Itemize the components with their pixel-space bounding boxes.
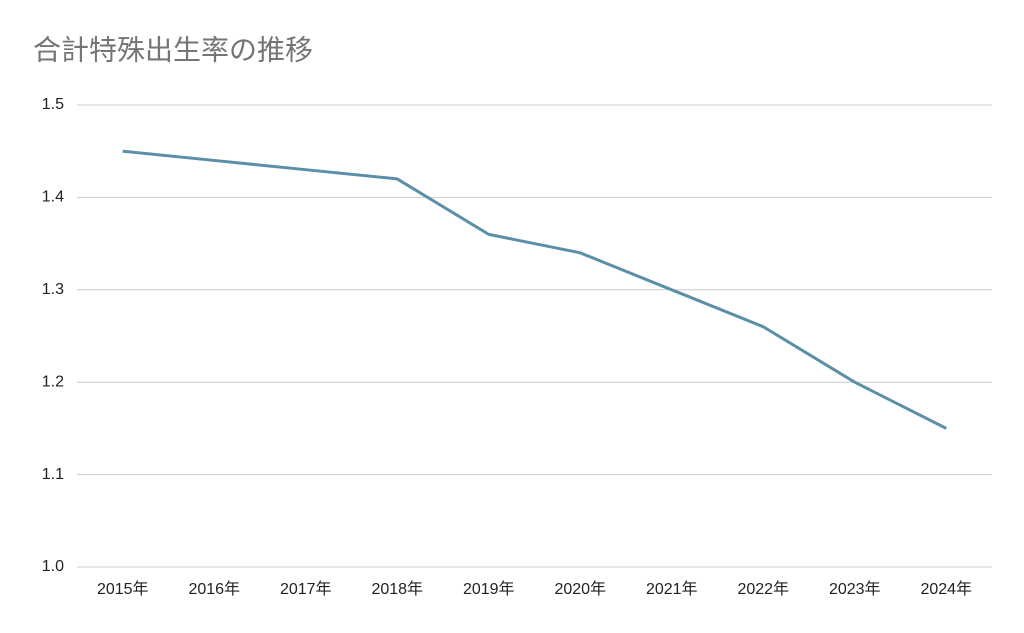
x-tick-label: 2021年 (646, 580, 698, 598)
y-tick-label: 1.0 (42, 558, 64, 575)
x-tick-label: 2019年 (463, 580, 515, 598)
y-tick-label: 1.4 (42, 189, 64, 206)
x-tick-label: 2022年 (737, 580, 789, 598)
x-tick-label: 2017年 (280, 580, 332, 598)
x-tick-label: 2015年 (97, 580, 149, 598)
chart-title: 合計特殊出生率の推移 (33, 34, 313, 65)
y-tick-label: 1.2 (42, 373, 64, 390)
y-tick-label: 1.5 (42, 96, 64, 113)
x-tick-label: 2020年 (554, 580, 606, 598)
data-line (122, 149, 947, 430)
x-tick-label: 2018年 (371, 580, 423, 598)
x-tick-label: 2024年 (920, 580, 972, 598)
y-tick-label: 1.3 (42, 281, 64, 298)
x-tick-label: 2023年 (829, 580, 881, 598)
y-tick-label: 1.1 (42, 466, 64, 483)
x-tick-label: 2016年 (188, 580, 240, 598)
